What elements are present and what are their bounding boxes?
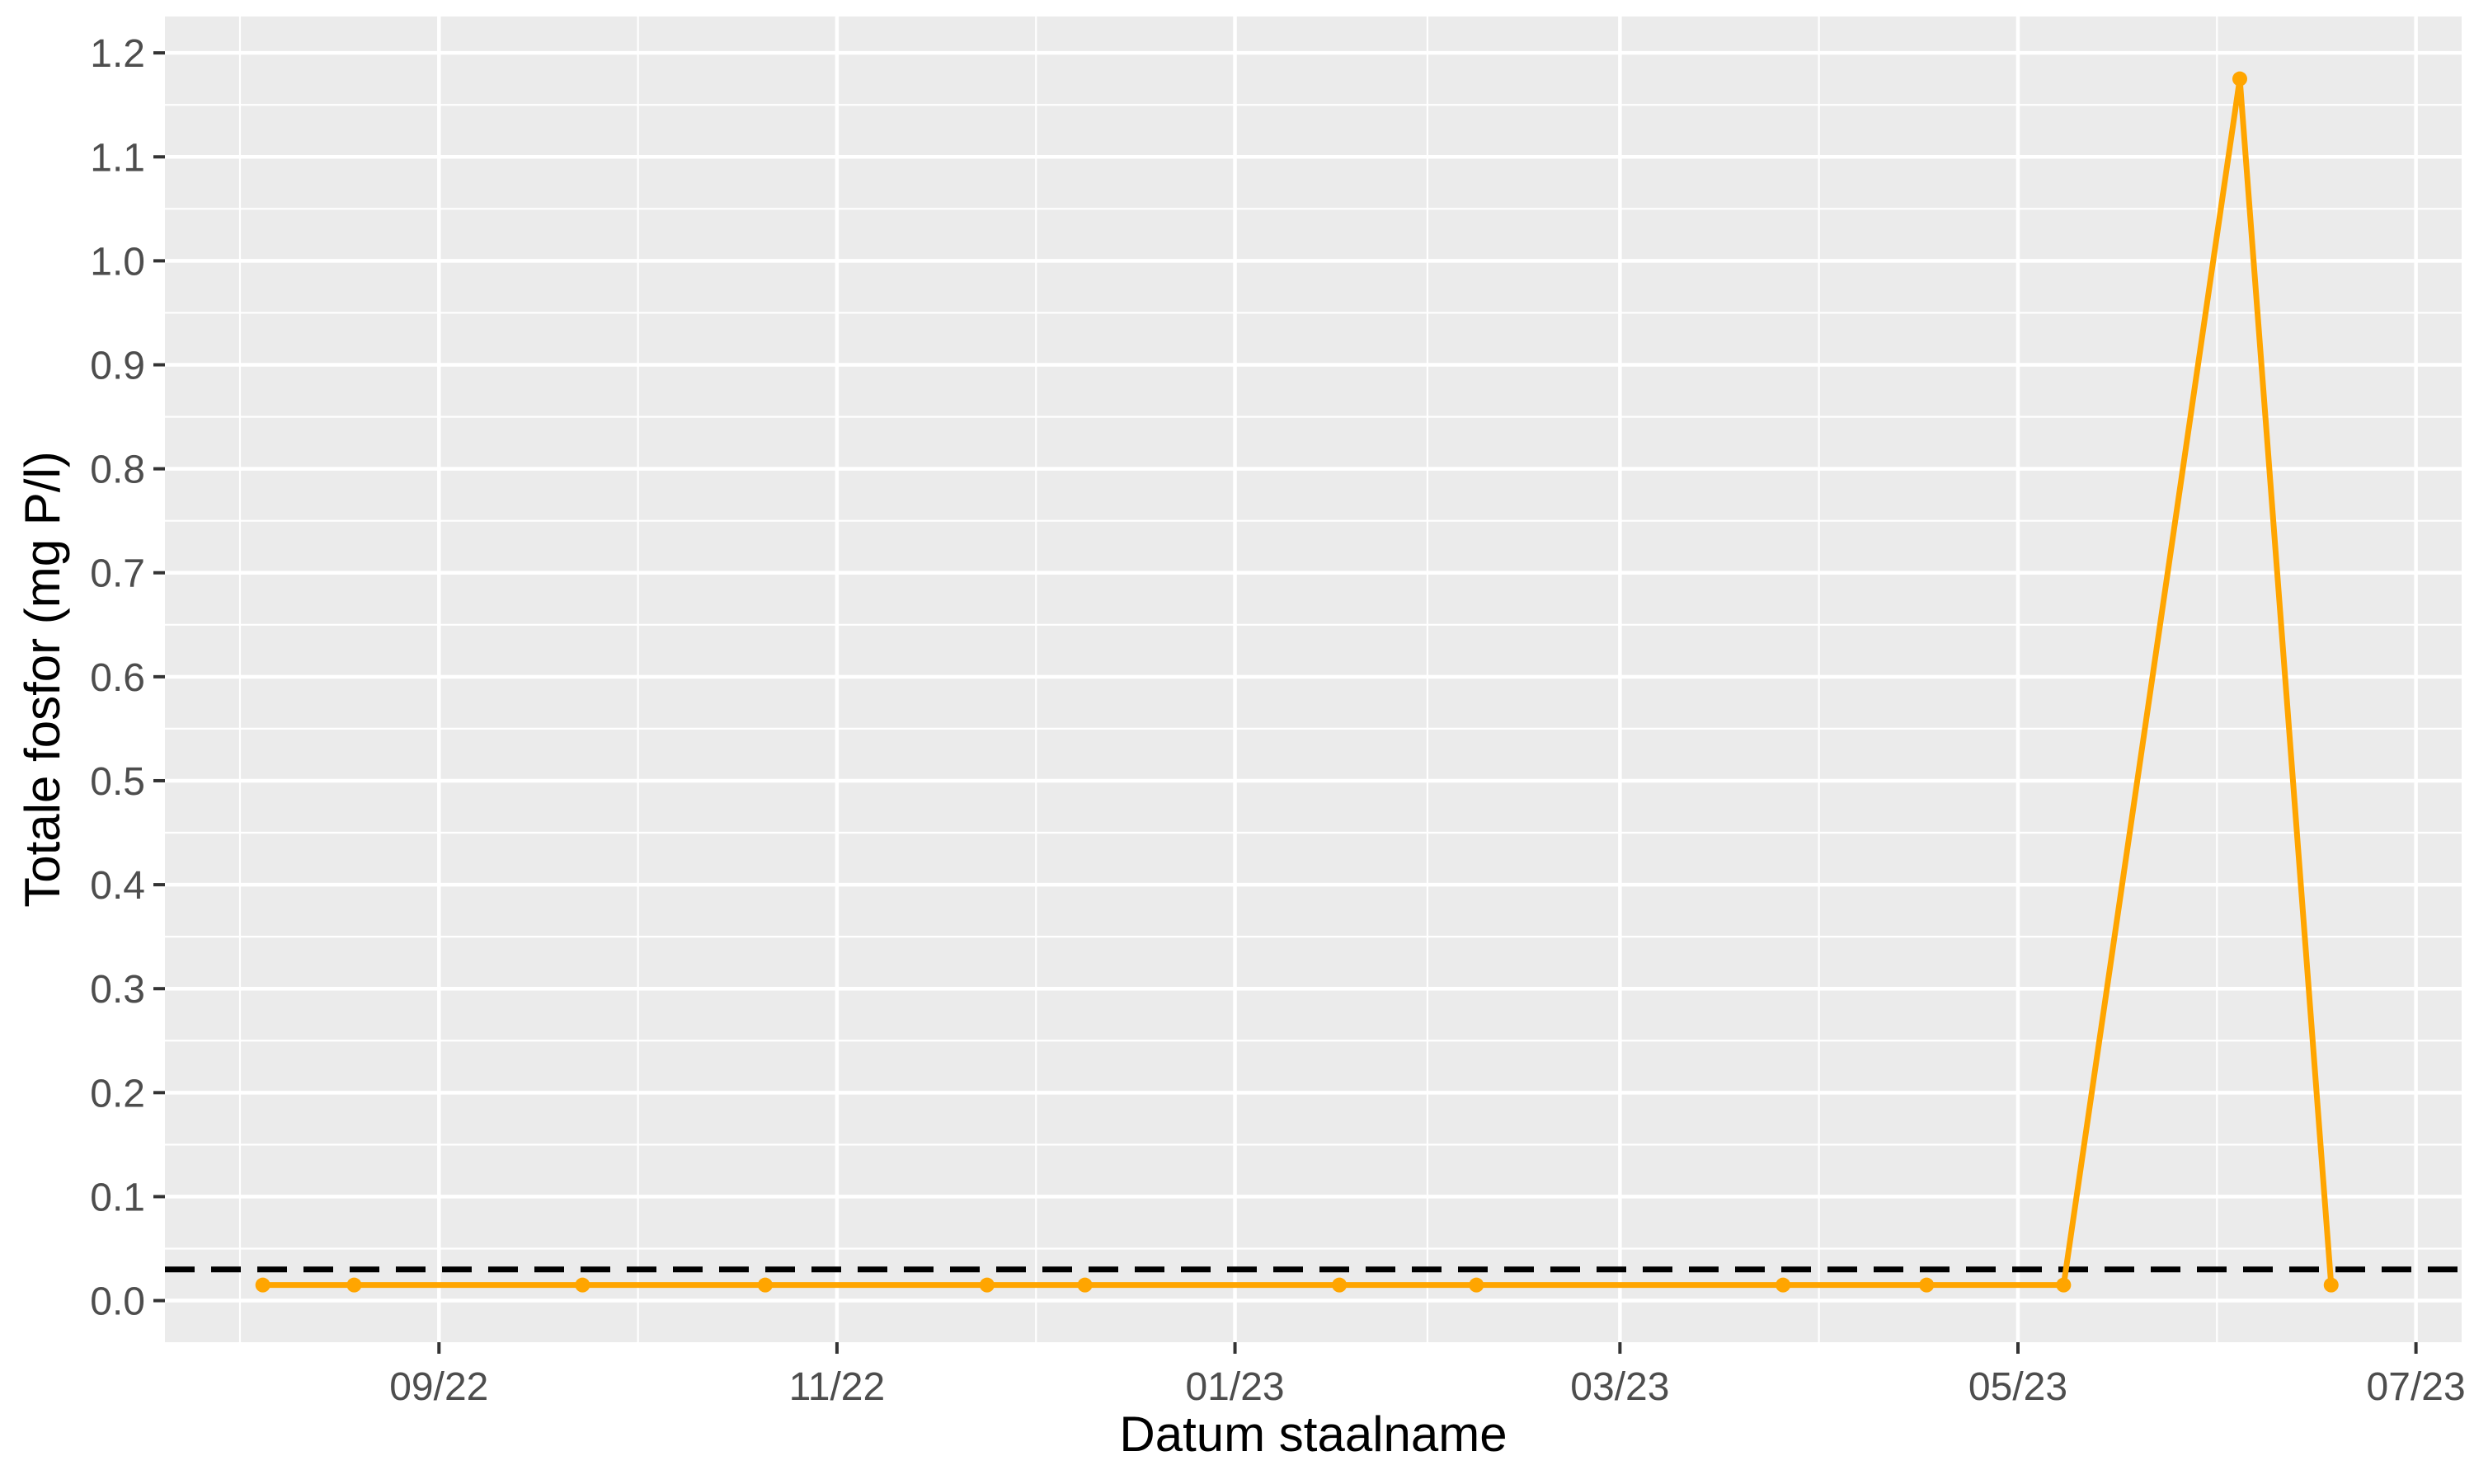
data-point xyxy=(255,1277,270,1293)
data-point xyxy=(1332,1277,1348,1293)
x-axis: 09/22 11/22 01/23 03/23 05/23 07/23 xyxy=(389,1342,2466,1409)
data-point xyxy=(757,1277,773,1293)
y-tick-label: 0.8 xyxy=(90,448,145,492)
y-tick-label: 0.0 xyxy=(90,1280,145,1324)
x-tick-label: 07/23 xyxy=(2367,1365,2466,1409)
y-axis-title: Totale fosfor (mg P/l) xyxy=(15,451,70,908)
data-point xyxy=(1469,1277,1484,1293)
series-layer xyxy=(255,71,2339,1293)
y-tick-label: 1.0 xyxy=(90,240,145,284)
x-tick-label: 09/22 xyxy=(389,1365,488,1409)
data-point xyxy=(979,1277,995,1293)
plot-panel xyxy=(165,16,2462,1342)
data-point xyxy=(2323,1277,2339,1293)
data-point xyxy=(1077,1277,1093,1293)
y-axis: 0.0 0.1 0.2 0.3 0.4 0.5 0.6 0.7 0.8 0.9 1.0 1.1 1.2 xyxy=(90,32,165,1324)
data-point xyxy=(1919,1277,1935,1293)
x-tick-label: 01/23 xyxy=(1185,1365,1284,1409)
y-tick-label: 0.2 xyxy=(90,1072,145,1115)
x-tick-label: 11/22 xyxy=(789,1365,886,1409)
data-point xyxy=(2232,71,2247,87)
y-tick-label: 0.1 xyxy=(90,1176,145,1219)
x-tick-label: 05/23 xyxy=(1968,1365,2067,1409)
data-point xyxy=(1776,1277,1791,1293)
y-tick-label: 0.3 xyxy=(90,968,145,1012)
major-gridlines xyxy=(165,16,2462,1342)
y-tick-label: 1.1 xyxy=(90,136,145,180)
y-tick-label: 0.5 xyxy=(90,760,145,804)
minor-gridlines xyxy=(165,16,2462,1342)
y-tick-label: 0.6 xyxy=(90,656,145,700)
data-point xyxy=(346,1277,362,1293)
x-tick-label: 03/23 xyxy=(1570,1365,1669,1409)
data-point xyxy=(2056,1277,2072,1293)
data-point xyxy=(575,1277,590,1293)
y-tick-label: 0.9 xyxy=(90,344,145,387)
y-tick-label: 1.2 xyxy=(90,32,145,76)
y-tick-label: 0.7 xyxy=(90,552,145,596)
x-axis-title: Datum staalname xyxy=(1119,1407,1507,1462)
y-tick-label: 0.4 xyxy=(90,864,145,908)
